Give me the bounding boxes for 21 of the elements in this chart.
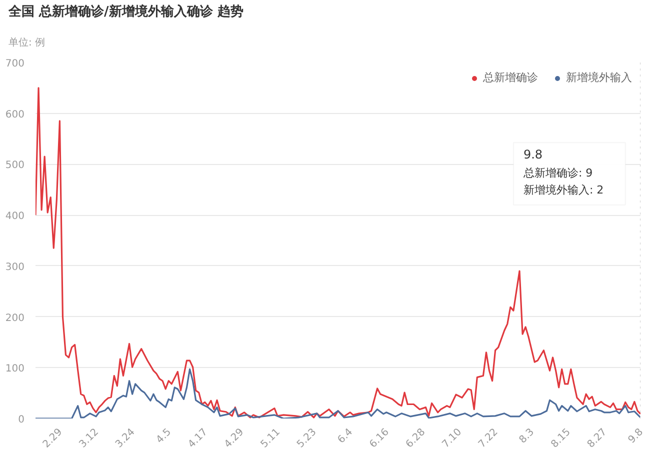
annotation: 总新增确诊: 9 xyxy=(522,166,593,180)
line-series xyxy=(36,87,640,418)
y-axis-title: 单位: 例 xyxy=(8,36,46,48)
x-tick-label: 4.5 xyxy=(154,426,174,446)
legend-label: 新增境外输入 xyxy=(566,70,632,85)
y-tick-label: 600 xyxy=(5,109,25,120)
annotation: 9.8 xyxy=(523,148,543,162)
y-tick-label: 500 xyxy=(5,160,25,172)
chart-title: 全国 总新增确诊/新增境外输入确诊 趋势 xyxy=(8,4,244,20)
y-tick-label: 100 xyxy=(5,364,25,375)
y-tick-label: 300 xyxy=(5,262,25,273)
x-tick-label: 6.4 xyxy=(336,426,356,446)
line-series xyxy=(36,368,640,418)
x-tick-label: 8.3 xyxy=(518,426,537,446)
legend-label: 总新增确诊 xyxy=(483,70,538,85)
y-tick-label: 0 xyxy=(18,414,25,426)
y-tick-label: 200 xyxy=(5,312,25,324)
y-tick-label: 400 xyxy=(5,211,25,222)
y-tick-label: 700 xyxy=(5,58,25,70)
annotation: 新增境外输入: 2 xyxy=(523,184,604,197)
x-tick-label: 9.8 xyxy=(626,426,646,446)
